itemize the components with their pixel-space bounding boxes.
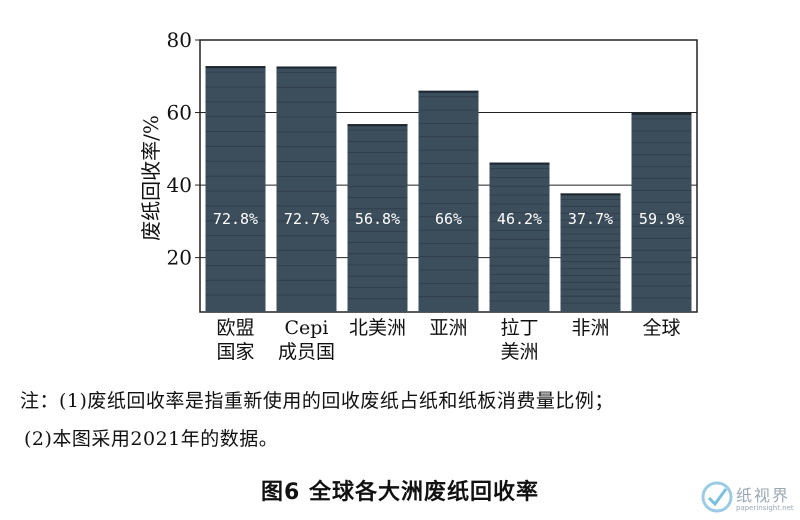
bar [489,162,550,312]
figure-caption: 图6 全球各大洲废纸回收率 [261,480,539,505]
x-tick-label: 国家 [216,341,254,363]
y-tick-label: 80 [167,28,192,52]
bar [631,112,692,313]
x-tick-label: 全球 [642,317,680,339]
x-tick-label: 欧盟 [216,317,254,339]
data-label: 72.7% [284,210,329,228]
data-label: 56.8% [355,210,400,228]
footnote-1: 注：(1)废纸回收率是指重新使用的回收废纸占纸和纸板消费量比例； [20,390,614,412]
y-tick-label: 20 [167,246,192,270]
data-label: 59.9% [639,210,684,228]
leaf-logo-icon [701,481,733,513]
y-tick-label: 60 [167,101,192,125]
data-label: 37.7% [568,210,613,228]
y-tick-label: 40 [167,173,192,197]
bar [276,66,337,312]
data-label: 72.8% [213,210,258,228]
x-tick-label: 成员国 [278,341,335,363]
y-axis-label: 废纸回收率/% [139,115,163,241]
x-tick-label: 非洲 [571,317,609,339]
x-tick-label: 亚洲 [429,317,467,339]
watermark-url: paperinsight.net [736,504,794,512]
x-tick-label: 北美洲 [349,317,406,339]
watermark-logo: 纸视界 paperinsight.net [700,478,796,518]
footnote-2: (2)本图采用2021年的数据。 [24,428,279,450]
bar [205,66,266,312]
data-label: 46.2% [497,210,542,228]
bar [347,124,408,312]
x-tick-label: Cepi [284,317,328,339]
bar [418,90,479,312]
watermark-text: 纸视界 [736,486,791,505]
x-tick-label: 拉丁 [500,317,538,339]
x-tick-label: 美洲 [500,341,538,363]
data-label: 66% [435,210,462,228]
